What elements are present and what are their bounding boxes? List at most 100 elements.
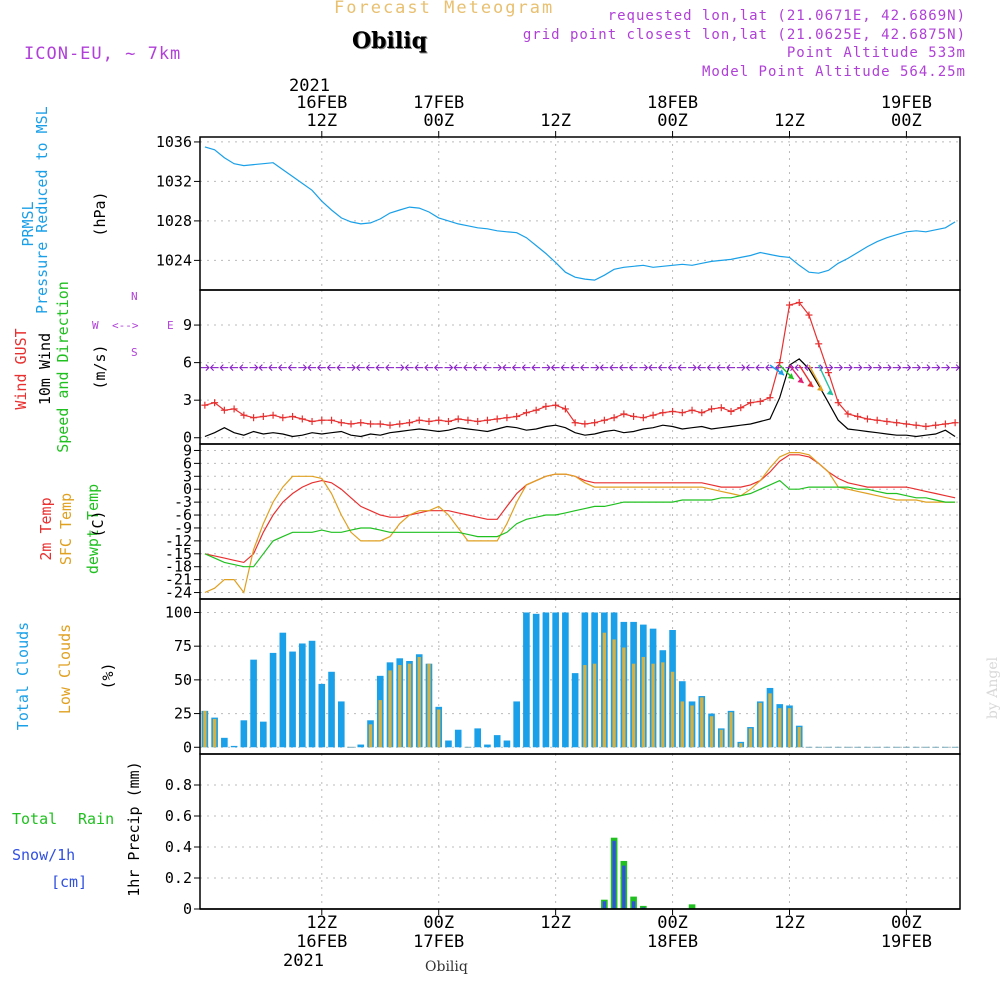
strong-wind-arrow — [788, 364, 805, 384]
wind-direction-arrow — [375, 364, 385, 372]
gust-marker — [571, 419, 579, 427]
wind-direction-arrow — [219, 364, 229, 372]
gust-marker — [747, 399, 755, 407]
top-date-label: 19FEB — [880, 93, 932, 113]
gust-marker — [951, 419, 959, 427]
gust-marker — [737, 404, 745, 412]
low-cloud-bar — [641, 656, 645, 748]
y-tick-label-pressure: 1036 — [156, 133, 192, 151]
gust-marker — [717, 404, 725, 412]
wind-direction-arrow — [287, 364, 297, 372]
y-tick-label-precipitation: 0.4 — [165, 838, 192, 856]
wind-direction-arrow — [531, 364, 541, 372]
wind-direction-arrow — [824, 364, 834, 372]
gust-marker — [289, 412, 297, 420]
bottom-time-label: 12Z — [306, 913, 338, 933]
gust-marker — [201, 401, 209, 409]
gust-marker — [308, 417, 316, 425]
rain-legend-total: Total — [12, 810, 58, 828]
low-cloud-bar — [787, 708, 792, 748]
gust-marker — [795, 299, 803, 307]
gust-marker — [941, 420, 949, 428]
bottom-time-label: 12Z — [774, 913, 805, 933]
gust-marker — [347, 420, 355, 428]
gust-marker — [474, 417, 482, 425]
gust-marker — [542, 402, 550, 410]
low-cloud-bar — [690, 705, 694, 748]
top-time-label: 12Z — [774, 111, 805, 131]
snow-bar — [631, 901, 636, 909]
gust-marker — [415, 416, 423, 424]
wind-direction-arrow — [834, 364, 843, 372]
wind-direction-arrow — [521, 364, 531, 372]
wind-direction-arrow — [326, 364, 336, 372]
wind-direction-arrow — [628, 364, 638, 372]
model-label: ICON-EU, ~ 7km — [24, 44, 182, 64]
chart-grid — [200, 137, 960, 910]
panel-frame-temperature — [199, 443, 961, 600]
wind-direction-arrow — [873, 364, 882, 372]
chart-title: Forecast Meteogram — [334, 0, 555, 18]
rain-bar — [688, 904, 696, 909]
total-cloud-bar — [250, 659, 257, 748]
wind-direction-arrow — [355, 364, 365, 372]
low-cloud-bar — [748, 728, 753, 748]
gust-marker — [396, 420, 404, 428]
gust-marker — [610, 414, 618, 422]
gust-marker — [337, 419, 345, 427]
wind-direction-arrow — [278, 364, 287, 372]
bottom-time-label: 00Z — [657, 913, 688, 933]
low-cloud-bar — [797, 727, 801, 748]
wind-direction-arrow — [511, 364, 521, 372]
y-tick-label-clouds: 50 — [174, 671, 192, 689]
gust-marker — [922, 422, 930, 430]
snow-bar — [641, 907, 645, 909]
low-cloud-bar — [651, 663, 655, 748]
wind-direction-arrow — [658, 364, 667, 372]
top-date-label: 17FEB — [413, 93, 465, 113]
wind-direction-arrow — [951, 364, 960, 372]
wind-direction-arrow — [619, 364, 628, 372]
gust-marker — [259, 412, 267, 420]
top-time-label: 12Z — [306, 111, 338, 131]
wind-direction-arrow — [912, 364, 921, 372]
wind-direction-arrow — [424, 364, 433, 372]
gust-marker — [435, 416, 443, 424]
y-tick-label-precipitation: 0.6 — [165, 807, 192, 825]
gust-marker — [454, 415, 462, 423]
wind-direction-arrow — [365, 364, 375, 372]
total-cloud-bar — [493, 735, 501, 748]
low-cloud-bar — [768, 693, 772, 748]
gust-marker — [230, 405, 238, 413]
bottom-year: 2021 — [283, 951, 324, 971]
gust-marker — [561, 405, 569, 413]
gust-marker — [630, 412, 638, 420]
top-time-label: 00Z — [657, 111, 688, 131]
requested-coordinates: requested lon,lat (21.0671E, 42.6869N) — [607, 8, 966, 24]
wind-direction-arrow — [688, 364, 697, 372]
wind-direction-arrow — [502, 364, 511, 372]
gust-marker — [678, 409, 686, 417]
strong-wind-arrow — [798, 364, 814, 388]
wind-direction-arrow — [609, 364, 619, 372]
wind-direction-arrow — [843, 364, 853, 372]
gust-marker — [649, 411, 657, 419]
wind-direction-arrow — [414, 364, 424, 372]
wind-direction-arrow — [200, 364, 210, 372]
y-tick-label-precipitation: 0.2 — [165, 869, 192, 887]
gust-marker — [902, 420, 910, 428]
low-cloud-bar — [427, 663, 431, 748]
low-clouds-label: Low Clouds — [56, 623, 74, 715]
bottom-date-label: 16FEB — [296, 932, 348, 952]
wind-direction-arrow — [745, 364, 755, 372]
gust-marker — [854, 412, 862, 420]
chart-ticks: 10241028103210360369-24-21-18-15-12-9-6-… — [156, 131, 907, 918]
total-cloud-bar — [484, 744, 491, 748]
gust-marker — [620, 410, 628, 418]
wind-direction-arrow — [550, 364, 560, 372]
bottom-time-label: 00Z — [423, 913, 455, 933]
gust-marker — [464, 416, 472, 424]
strong-wind-arrow — [769, 364, 785, 376]
gust-marker — [444, 417, 452, 425]
y-tick-label-temperature: -21 — [165, 571, 192, 589]
